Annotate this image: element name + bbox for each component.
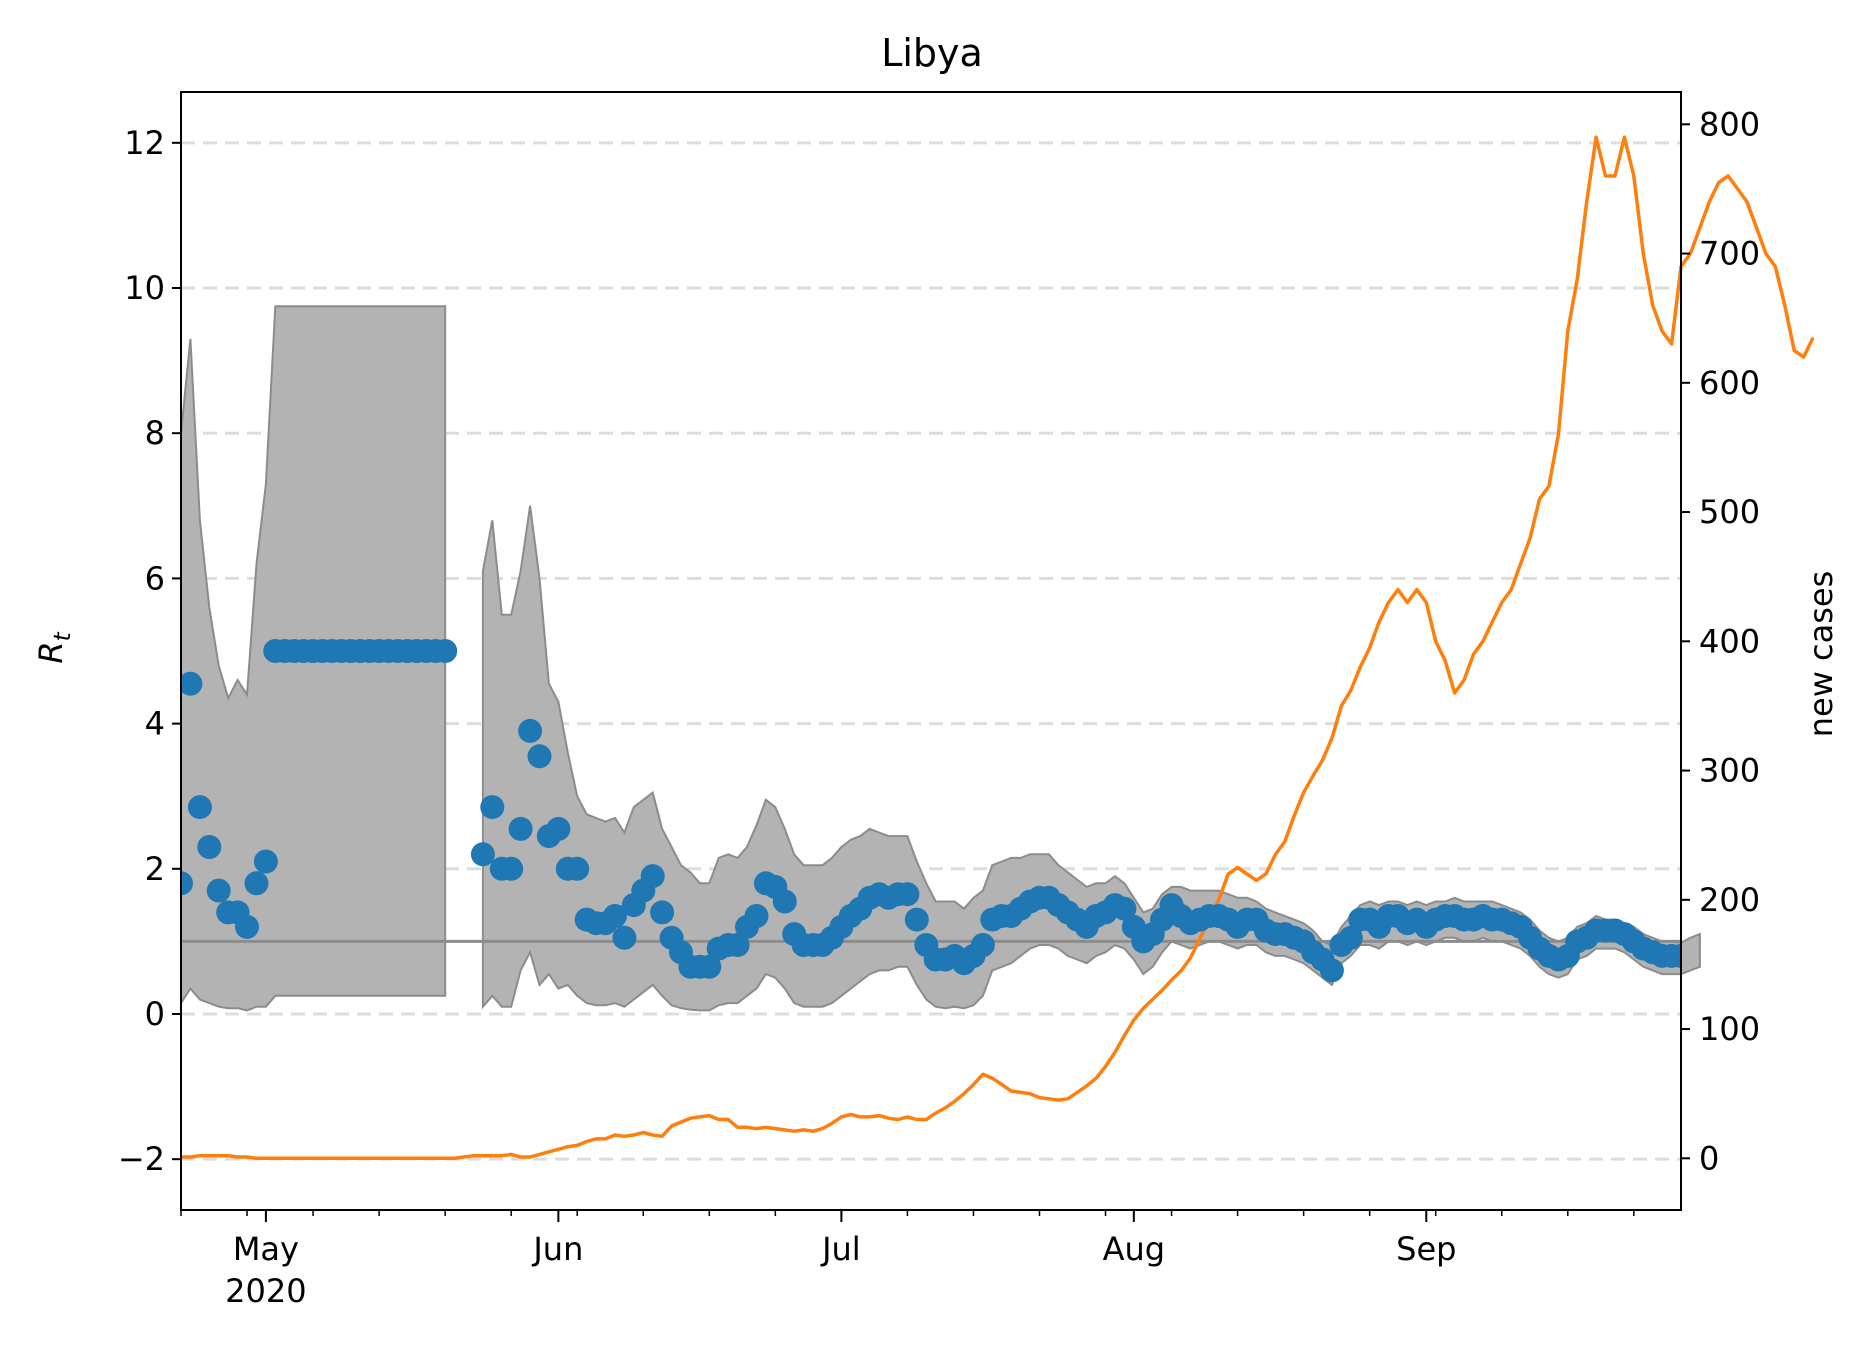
x-tick-label: Jul [820,1230,861,1268]
new-cases-line [181,135,1815,1161]
y-tick-label: 6 [145,559,165,597]
rt-point [612,925,637,950]
rt-point [433,639,458,663]
y-tick-label: 4 [145,705,165,743]
rt-point [772,889,797,914]
rt-point [650,900,675,925]
rt-point [181,671,203,696]
y2-tick-label: 100 [1699,1010,1760,1048]
x-tick-label: Jun [531,1230,583,1268]
rt-points [181,639,1681,983]
rt-point [480,795,505,820]
rt-point [725,933,750,957]
rt-point [253,849,278,874]
rt-point [1338,925,1363,950]
x-tick-label: May [233,1230,299,1268]
rt-point [518,718,543,743]
y2-tick-label: 700 [1699,235,1760,273]
rt-point [565,856,590,881]
rt-point [508,816,533,841]
rt-point [744,904,769,928]
x-tick-label: Aug [1103,1230,1165,1268]
y-tick-label: 12 [124,124,165,162]
y2-axis-label: new cases [1802,571,1840,738]
rt-point [187,795,212,820]
x-tick-label: Sep [1396,1230,1456,1268]
rt-credible-band [481,505,1701,1012]
rt-point [181,871,193,896]
rt-point [206,878,231,903]
y-tick-label: −2 [118,1140,165,1178]
y2-tick-label: 300 [1699,752,1760,790]
rt-point [197,835,222,859]
chart-title: Libya [881,31,983,75]
rt-point [235,914,259,939]
rt-point [546,816,571,841]
rt-point [904,907,929,932]
y-axis-label: Rt [32,631,76,663]
y2-tick-label: 400 [1699,622,1760,660]
y2-tick-label: 0 [1699,1139,1719,1177]
rt-point [470,842,495,867]
y-tick-label: 10 [124,269,165,307]
plot-frame [180,91,1682,1211]
y2-tick-label: 800 [1699,105,1760,143]
y-tick-label: 8 [145,414,165,452]
rt-point [499,856,524,881]
rt-point [603,904,627,928]
rt-point [1669,943,1681,968]
y2-tick-label: 500 [1699,493,1760,531]
y2-tick-label: 200 [1699,881,1760,919]
rt-point [640,864,665,889]
axes: −2 0 2 4 6 8 10 12 0 100 200 300 400 500 600 700 800 May 2… [118,91,1760,1310]
y-tick-label: 2 [145,850,165,888]
y2-tick-label: 600 [1699,364,1760,402]
rt-point [697,954,722,979]
rt-point [1319,958,1344,983]
rt-point [527,744,552,769]
rt-point [244,871,269,896]
rt-point [895,882,920,907]
x-tick-sublabel: 2020 [225,1272,306,1310]
rt-point [1112,896,1137,921]
rt-point [970,933,995,957]
plot-area [180,135,1815,1161]
y-tick-label: 0 [145,995,165,1033]
